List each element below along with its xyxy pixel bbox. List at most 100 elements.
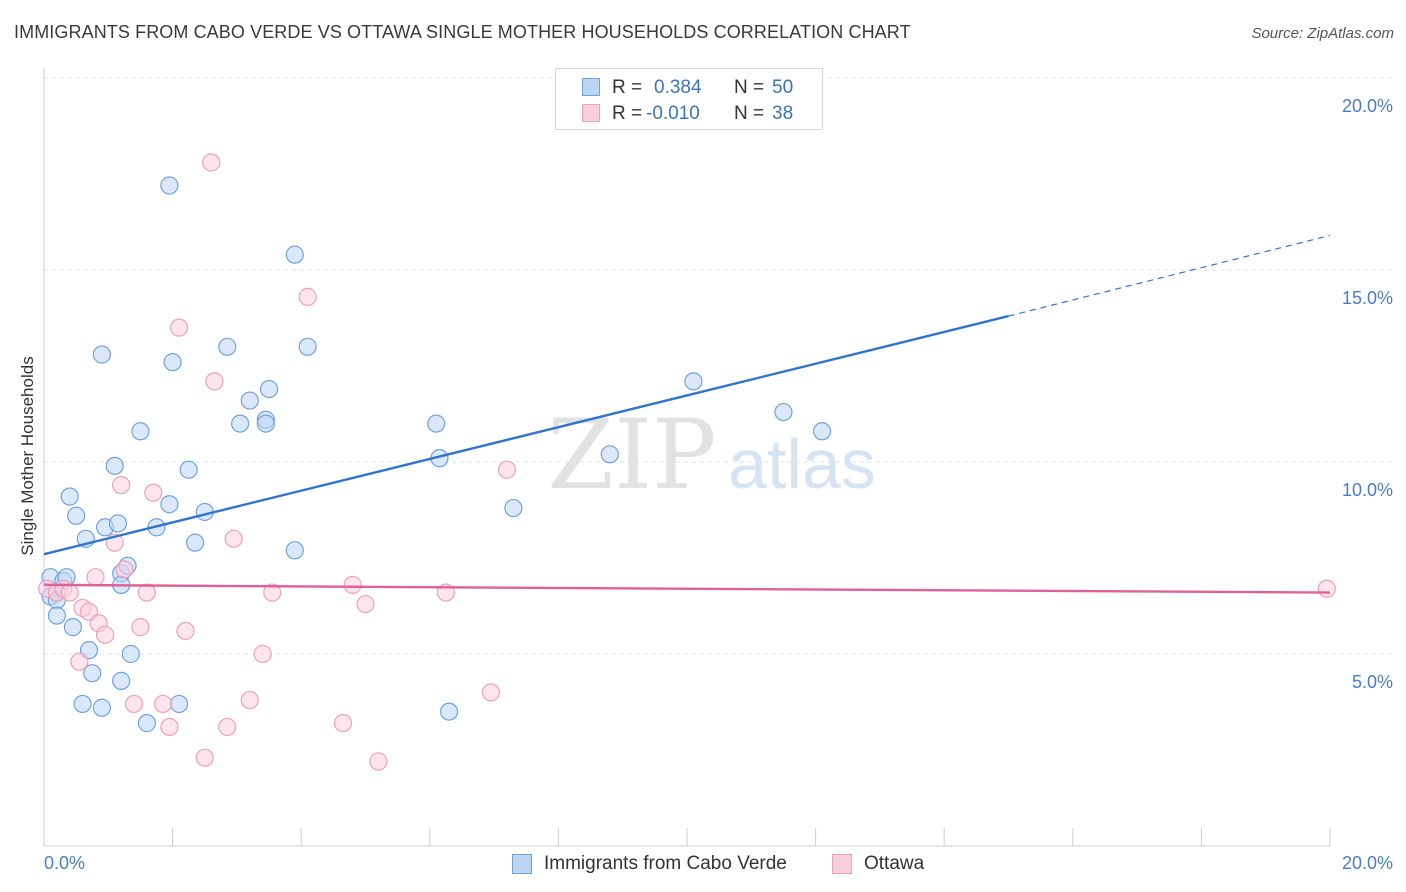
stats-row-ottawa: R = -0.010 N = 38 [556,100,824,126]
data-point[interactable] [92,345,111,364]
data-point[interactable] [179,460,198,479]
data-point[interactable] [60,487,79,506]
data-point[interactable] [121,644,140,664]
data-point[interactable] [131,618,150,637]
x-tick-label-max: 20.0% [1342,853,1393,873]
stats-row-cabo-verde: R = 0.384 N = 50 [556,74,824,100]
series-layer [38,153,1336,771]
data-point[interactable] [47,606,66,625]
data-point[interactable] [160,495,179,514]
data-point[interactable] [343,575,362,594]
data-point[interactable] [115,560,134,579]
data-point[interactable] [202,153,221,172]
data-point[interactable] [137,583,156,602]
data-point[interactable] [83,664,102,683]
watermark-zip: ZIP [547,399,716,511]
data-point[interactable] [497,460,517,479]
data-point[interactable] [131,422,150,441]
trend-line-ottawa [43,583,1331,594]
data-point[interactable] [63,618,83,637]
data-point[interactable] [298,337,317,356]
trend-line-cabo-verde-extension [1008,234,1331,317]
data-point[interactable] [108,514,128,533]
x-ticks [43,828,1331,846]
legend-label-cabo-verde: Immigrants from Cabo Verde [544,853,787,874]
data-point[interactable] [231,414,250,433]
stats-swatch-cabo-verde [582,78,600,96]
y-tick-label: 15.0% [1342,288,1393,308]
data-point[interactable] [112,671,131,690]
r-label: R = [612,77,643,98]
chart-legend: Immigrants from Cabo Verde Ottawa [0,852,1406,878]
n-value: 50 [772,77,794,98]
n-value: 38 [772,103,794,124]
data-point[interactable] [298,287,317,306]
source-credit: Source: ZipAtlas.com [1251,25,1394,42]
data-point[interactable] [285,541,304,560]
data-point[interactable] [160,717,179,737]
data-point[interactable] [160,176,179,195]
data-point[interactable] [481,683,500,702]
watermark: ZIP atlas [547,399,876,511]
data-point[interactable] [439,702,459,721]
data-point[interactable] [169,318,189,337]
data-point[interactable] [356,594,375,614]
data-point[interactable] [774,402,793,422]
gridlines [44,77,1393,655]
trend-layer [43,234,1331,594]
data-point[interactable] [427,414,446,433]
data-point[interactable] [60,583,79,602]
data-point[interactable] [218,717,237,737]
n-label: N = [734,77,765,98]
y-tick-label: 20.0% [1342,96,1393,116]
data-point[interactable] [112,475,131,495]
data-point[interactable] [169,694,189,714]
data-point[interactable] [163,353,182,372]
data-point[interactable] [186,533,205,552]
data-point[interactable] [333,714,353,733]
data-point[interactable] [259,379,279,399]
trend-line-cabo-verde [43,314,1009,556]
data-point[interactable] [67,506,86,525]
data-point[interactable] [105,456,124,475]
data-point[interactable] [684,372,703,391]
data-point[interactable] [1317,579,1336,598]
data-point[interactable] [95,625,115,644]
data-point[interactable] [240,690,259,710]
data-point[interactable] [218,337,237,356]
data-point[interactable] [600,445,619,464]
data-point[interactable] [137,714,156,733]
data-point[interactable] [253,644,272,664]
legend-label-ottawa: Ottawa [864,853,925,874]
data-point[interactable] [285,245,304,264]
r-value: -0.010 [646,103,700,124]
legend-swatch-cabo-verde [512,854,532,874]
data-point[interactable] [205,372,224,391]
r-value: 0.384 [654,77,702,98]
watermark-atlas: atlas [728,425,876,503]
legend-swatch-ottawa [832,854,852,874]
data-point[interactable] [73,694,92,714]
data-point[interactable] [240,391,259,410]
n-label: N = [734,103,765,124]
series-ottawa [38,153,1336,771]
data-point[interactable] [176,621,195,641]
data-point[interactable] [124,694,144,714]
data-point[interactable] [144,483,163,502]
data-point[interactable] [195,748,214,767]
data-point[interactable] [92,698,111,717]
data-point[interactable] [369,752,388,771]
data-point[interactable] [263,583,282,602]
stats-box: R = 0.384 N = 50 R = -0.010 N = 38 [555,68,823,130]
data-point[interactable] [256,414,275,433]
data-point[interactable] [86,568,105,587]
data-point[interactable] [70,652,89,671]
y-tick-label: 5.0% [1352,672,1393,692]
data-point[interactable] [812,422,832,441]
data-point[interactable] [153,694,173,714]
data-point[interactable] [504,498,523,518]
data-point[interactable] [224,529,243,548]
stats-swatch-ottawa [582,104,600,122]
x-tick-label-min: 0.0% [44,853,85,873]
